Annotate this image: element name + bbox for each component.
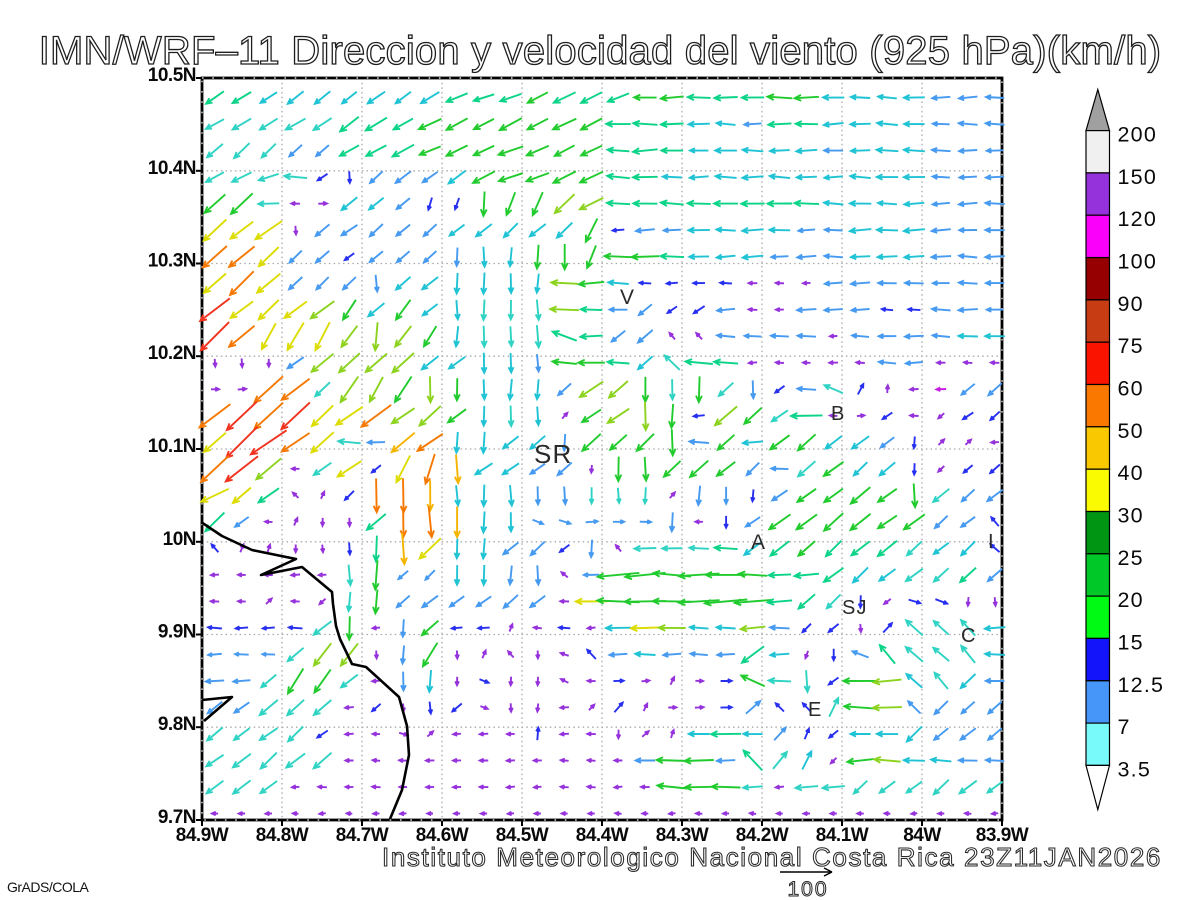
svg-text:200: 200 <box>1118 123 1157 147</box>
svg-text:150: 150 <box>1118 165 1157 189</box>
svg-text:84.2W: 84.2W <box>736 825 789 846</box>
svg-text:A: A <box>751 531 766 554</box>
svg-text:100: 100 <box>787 878 828 900</box>
svg-text:7: 7 <box>1118 715 1131 739</box>
svg-text:10.4N: 10.4N <box>148 158 196 179</box>
svg-text:84.7W: 84.7W <box>336 825 389 846</box>
svg-text:B: B <box>831 403 846 425</box>
svg-text:50: 50 <box>1118 419 1144 443</box>
svg-text:75: 75 <box>1118 334 1144 358</box>
svg-text:9.7N: 9.7N <box>158 807 196 828</box>
svg-text:10N: 10N <box>163 529 196 550</box>
svg-text:12.5: 12.5 <box>1118 673 1165 697</box>
svg-text:E: E <box>808 699 823 721</box>
svg-text:15: 15 <box>1118 630 1144 654</box>
svg-text:84.5W: 84.5W <box>496 825 549 846</box>
svg-text:20: 20 <box>1118 588 1144 612</box>
svg-text:84.1W: 84.1W <box>816 825 869 846</box>
svg-text:GrADS/COLA: GrADS/COLA <box>7 879 90 895</box>
svg-text:100: 100 <box>1118 250 1157 274</box>
svg-text:9.8N: 9.8N <box>158 714 196 735</box>
svg-text:25: 25 <box>1118 546 1144 570</box>
svg-text:40: 40 <box>1118 461 1144 485</box>
svg-text:84.3W: 84.3W <box>656 825 709 846</box>
svg-text:84.8W: 84.8W <box>256 825 309 846</box>
svg-text:120: 120 <box>1118 207 1157 231</box>
svg-text:3.5: 3.5 <box>1118 757 1152 781</box>
svg-text:60: 60 <box>1118 377 1144 401</box>
svg-text:Instituto Meteorologico Nacion: Instituto Meteorologico Nacional Costa R… <box>382 842 1162 872</box>
svg-text:I: I <box>988 531 995 553</box>
svg-text:84.9W: 84.9W <box>176 825 229 846</box>
svg-text:IMN/WRF–11 Direccion y velocid: IMN/WRF–11 Direccion y velocidad del vie… <box>39 29 1162 73</box>
svg-text:C: C <box>961 625 977 647</box>
svg-text:10.3N: 10.3N <box>148 251 196 272</box>
svg-text:10.2N: 10.2N <box>148 343 196 364</box>
svg-text:SJ: SJ <box>842 597 868 619</box>
svg-text:84W: 84W <box>903 825 941 846</box>
svg-text:9.9N: 9.9N <box>158 622 196 643</box>
svg-text:10.5N: 10.5N <box>148 65 196 86</box>
svg-text:V: V <box>620 286 635 309</box>
svg-text:30: 30 <box>1118 504 1144 528</box>
svg-text:84.4W: 84.4W <box>576 825 629 846</box>
svg-text:84.6W: 84.6W <box>416 825 469 846</box>
svg-text:10.1N: 10.1N <box>148 436 196 457</box>
svg-text:83.9W: 83.9W <box>976 825 1029 846</box>
svg-text:SR: SR <box>534 439 573 469</box>
svg-text:90: 90 <box>1118 292 1144 316</box>
